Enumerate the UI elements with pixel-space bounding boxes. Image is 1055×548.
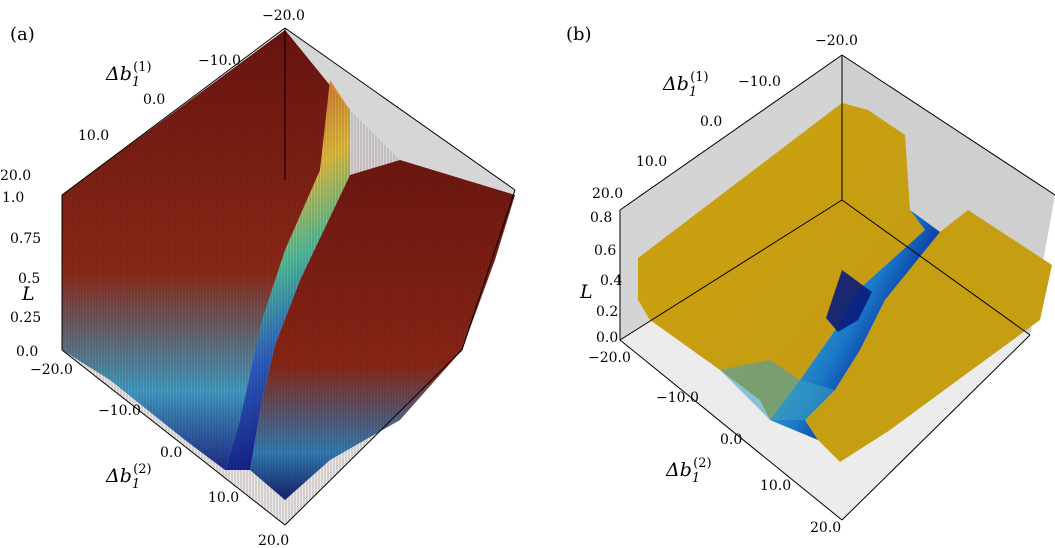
panel-b-x-tick-3: 10.0 <box>636 154 667 170</box>
panel-b-y-tick-4: 20.0 <box>810 520 841 536</box>
panel-b-surface-left <box>638 103 925 420</box>
panel-b-frame <box>619 54 1055 521</box>
panel-b-z-tick-1: 0.2 <box>596 304 618 320</box>
panel-b-y-tick-2: 0.0 <box>720 432 742 448</box>
panel-a-y-tick-2: 0.0 <box>160 445 182 461</box>
panel-b-z-ticks: 0.8 0.6 0.4 0.2 0.0 <box>590 210 622 346</box>
panel-a-x-tick-2: 0.0 <box>143 92 165 108</box>
panel-b-y-ticks: −20.0 −10.0 0.0 10.0 20.0 <box>588 350 841 536</box>
panel-a-frame <box>61 27 516 526</box>
panel-b-z-tick-2: 0.4 <box>600 273 622 289</box>
panel-b-z-tick-3: 0.6 <box>594 243 616 259</box>
panel-b: (b) −20.0 −10.0 0.0 10.0 <box>566 24 1055 536</box>
panel-a-y-tick-0: −20.0 <box>30 362 73 378</box>
panel-a-x-tick-1: −10.0 <box>198 53 241 69</box>
panel-a-z-tick-3: 0.75 <box>10 231 41 247</box>
panel-b-y-axis-label: Δb1(2) <box>665 456 712 486</box>
panel-b-z-axis-label: L <box>579 281 593 303</box>
panel-a: (a) −20.0 −10.0 0.0 10.0 <box>0 8 516 548</box>
panel-a-label: (a) <box>10 24 35 45</box>
panel-a-y-axis-label: Δb1(2) <box>105 462 152 492</box>
panel-a-y-ticks: −20.0 −10.0 0.0 10.0 20.0 <box>30 362 289 548</box>
panel-b-surface-right <box>805 210 1052 462</box>
panel-b-label: (b) <box>566 24 592 45</box>
panel-a-x-tick-0: −20.0 <box>262 8 305 24</box>
panel-b-z-tick-4: 0.8 <box>590 210 612 226</box>
panel-a-x-tick-4: 20.0 <box>0 168 31 184</box>
panel-a-y-tick-1: −10.0 <box>98 403 141 419</box>
panel-a-y-tick-4: 20.0 <box>258 533 289 548</box>
panel-a-z-tick-0: 0.0 <box>16 344 38 360</box>
panel-b-x-ticks: −20.0 −10.0 0.0 10.0 20.0 <box>592 33 858 202</box>
panel-a-z-tick-1: 0.25 <box>10 310 41 326</box>
panel-a-x-tick-3: 10.0 <box>78 128 109 144</box>
panel-b-x-tick-4: 20.0 <box>592 186 623 202</box>
panel-a-z-tick-4: 1.0 <box>2 190 24 206</box>
panel-a-y-tick-3: 10.0 <box>208 490 239 506</box>
panel-a-z-ticks: 1.0 0.75 0.5 0.25 0.0 <box>2 190 41 360</box>
panel-b-x-axis-label: Δb1(1) <box>662 70 709 100</box>
panel-a-z-axis-label: L <box>21 283 35 305</box>
panel-a-x-axis-label: Δb1(1) <box>105 60 152 90</box>
panel-b-y-tick-1: −10.0 <box>656 390 699 406</box>
panel-b-y-tick-3: 10.0 <box>760 478 791 494</box>
panel-b-slope <box>720 360 835 420</box>
panel-b-y-tick-0: −20.0 <box>588 350 631 366</box>
panel-b-x-tick-0: −20.0 <box>815 33 858 49</box>
panel-b-surface-valley <box>770 135 940 440</box>
panel-b-minimum <box>826 270 872 332</box>
panel-b-x-tick-1: −10.0 <box>738 74 781 90</box>
panel-b-z-tick-0: 0.0 <box>596 330 618 346</box>
panel-a-x-ticks: −20.0 −10.0 0.0 10.0 20.0 <box>0 8 305 184</box>
panel-a-z-tick-2: 0.5 <box>18 271 40 287</box>
panel-b-x-tick-2: 0.0 <box>700 114 722 130</box>
